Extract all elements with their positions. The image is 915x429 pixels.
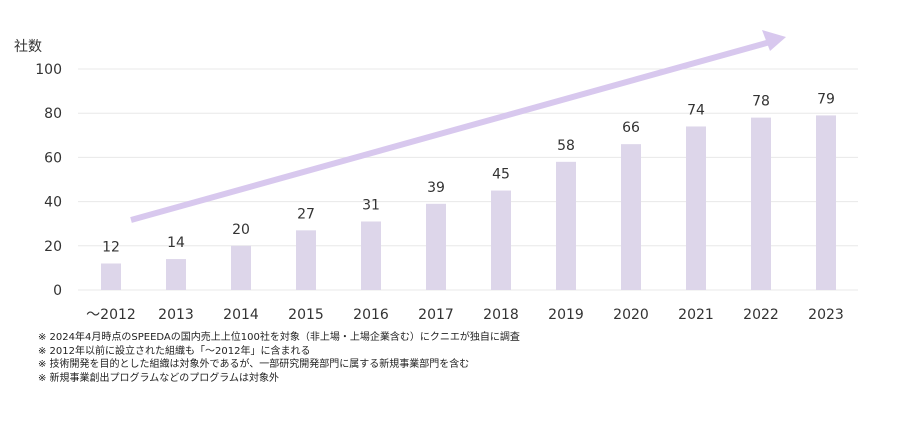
bar (751, 117, 771, 291)
data-label: 79 (817, 91, 835, 107)
x-tick-label: ～2012 (86, 307, 136, 323)
data-label: 20 (232, 222, 250, 238)
x-tick-label: 2013 (158, 307, 194, 323)
y-tick-label: 20 (44, 239, 62, 255)
bar-chart: 12 14 20 27 31 39 45 58 66 74 78 79 0 20 40 60 80 100 ～2… (14, 30, 858, 323)
data-label: 45 (492, 167, 510, 183)
bar (621, 144, 641, 290)
y-tick-label: 60 (44, 150, 62, 166)
bar (361, 221, 381, 290)
bar (426, 203, 446, 290)
bar (166, 259, 186, 290)
footnote: ※ 技術開発を目的とした組織は対象外であるが、一部研究開発部門に属する新規事業部… (38, 359, 470, 370)
x-tick-label: 2018 (483, 307, 519, 323)
bar (101, 263, 121, 290)
footnote: ※ 2024年4月時点のSPEEDAの国内売上上位100社を対象（非上場・上場企… (38, 332, 520, 343)
bar (686, 126, 706, 291)
x-axis-ticks: ～2012 2013 2014 2015 2016 2017 2018 2019 2020 202… (86, 307, 844, 323)
trend-arrow-head (762, 30, 786, 51)
bar (296, 230, 316, 290)
data-label: 74 (687, 102, 705, 118)
bar (231, 245, 251, 290)
x-tick-label: 2014 (223, 307, 259, 323)
data-label: 14 (167, 235, 185, 251)
y-axis-ticks: 0 20 40 60 80 100 (35, 62, 62, 299)
data-labels: 12 14 20 27 31 39 45 58 66 74 78 79 (102, 91, 835, 255)
x-tick-label: 2019 (548, 307, 584, 323)
y-tick-label: 100 (35, 62, 62, 78)
x-tick-label: 2016 (353, 307, 389, 323)
data-label: 58 (557, 138, 575, 154)
footnote: ※ 2012年以前に設立された組織も「～2012年」に含まれる (38, 345, 311, 357)
bars (101, 115, 836, 291)
data-label: 78 (752, 94, 770, 110)
data-label: 39 (427, 180, 445, 196)
footnotes: ※ 2024年4月時点のSPEEDAの国内売上上位100社を対象（非上場・上場企… (38, 331, 520, 385)
x-tick-label: 2022 (743, 307, 779, 323)
trend-arrow (130, 30, 786, 223)
x-tick-label: 2017 (418, 307, 454, 323)
y-axis-label: 社数 (14, 39, 42, 55)
bar (491, 190, 511, 290)
y-tick-label: 0 (53, 283, 62, 299)
x-tick-label: 2023 (808, 307, 844, 323)
bar (556, 161, 576, 290)
x-tick-label: 2020 (613, 307, 649, 323)
data-label: 66 (622, 120, 640, 136)
trend-arrow-line (130, 39, 771, 223)
data-label: 31 (362, 197, 380, 213)
y-tick-label: 80 (44, 106, 62, 122)
y-tick-label: 40 (44, 195, 62, 211)
data-label: 27 (297, 206, 315, 222)
bar (816, 115, 836, 290)
x-tick-label: 2021 (678, 307, 714, 323)
footnote: ※ 新規事業創出プログラムなどのプログラムは対象外 (38, 372, 279, 384)
x-tick-label: 2015 (288, 307, 324, 323)
data-label: 12 (102, 239, 120, 255)
gridlines (78, 68, 858, 291)
